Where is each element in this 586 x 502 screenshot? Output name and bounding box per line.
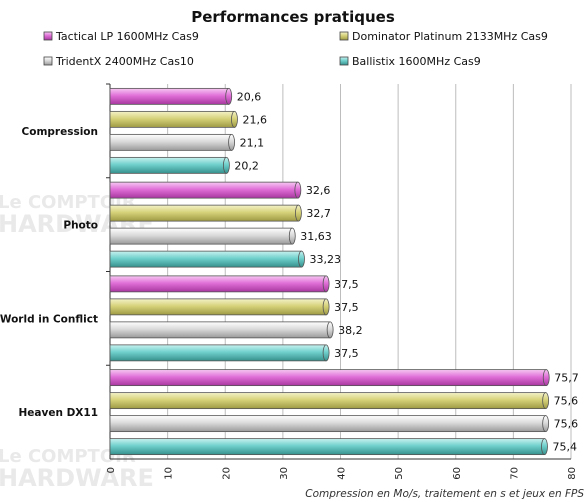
- legend-label-0: Tactical LP 1600MHz Cas9: [55, 30, 199, 43]
- bar: [109, 181, 299, 199]
- data-label: 33,23: [309, 253, 341, 266]
- data-label: 37,5: [334, 278, 359, 291]
- legend: Tactical LP 1600MHz Cas9 Dominator Plati…: [43, 30, 548, 68]
- data-label: 37,5: [334, 347, 359, 360]
- bar-end-cap: [326, 321, 334, 339]
- data-label: 20,2: [234, 159, 259, 172]
- bar-end-cap: [322, 275, 330, 293]
- bar: [109, 250, 302, 268]
- watermark-line1-b: Le COMPTOIR: [0, 446, 136, 467]
- bar: [109, 275, 327, 293]
- bar-end-cap: [223, 156, 230, 174]
- data-label: 32,6: [306, 184, 331, 197]
- bar-end-cap: [228, 133, 235, 151]
- data-label: 75,6: [554, 395, 579, 408]
- x-tick-label: 40: [337, 467, 348, 480]
- legend-label-2: TridentX 2400MHz Cas10: [55, 55, 194, 68]
- x-tick-label: 0: [106, 467, 117, 473]
- bar: [109, 204, 299, 222]
- bar-end-cap: [294, 181, 302, 199]
- bar: [109, 110, 235, 128]
- bar-end-cap: [322, 344, 330, 362]
- bar-end-cap: [298, 250, 305, 268]
- data-label: 75,7: [554, 372, 579, 385]
- x-tick-label: 80: [567, 467, 578, 480]
- legend-label-1: Dominator Platinum 2133MHz Cas9: [352, 30, 548, 43]
- bar-end-cap: [542, 415, 550, 433]
- bar-end-cap: [322, 298, 330, 316]
- bar-end-cap: [295, 204, 302, 222]
- bar: [109, 87, 230, 105]
- x-axis-label: Compression en Mo/s, traitement en s et …: [305, 488, 584, 500]
- legend-label-3: Ballistix 1600MHz Cas9: [352, 55, 481, 68]
- watermark-line1: Le COMPTOIR: [0, 192, 136, 213]
- bar: [109, 156, 227, 174]
- data-label: 75,4: [552, 441, 577, 454]
- data-label: 75,6: [554, 418, 579, 431]
- bar-end-cap: [542, 369, 550, 387]
- x-tick-label: 30: [279, 467, 290, 480]
- category-label: Compression: [22, 126, 98, 138]
- legend-swatch-1: [339, 31, 349, 41]
- bar-end-cap: [231, 110, 238, 128]
- data-label: 20,6: [237, 90, 262, 103]
- legend-swatch-2: [43, 56, 53, 66]
- bar-end-cap: [225, 87, 233, 105]
- x-tick-label: 50: [394, 467, 405, 480]
- bar: [109, 321, 331, 339]
- bar-end-cap: [542, 392, 550, 410]
- category-label: World in Conflict: [0, 313, 98, 325]
- legend-swatch-3: [339, 56, 349, 66]
- data-label: 31,63: [300, 230, 332, 243]
- bar: [109, 344, 327, 362]
- chart-title: Performances pratiques: [191, 8, 395, 26]
- watermark-line3-b: HARDWARE: [0, 464, 154, 492]
- data-label: 21,1: [240, 136, 265, 149]
- bar: [109, 298, 327, 316]
- x-tick-label: 70: [509, 467, 520, 480]
- bar: [109, 415, 547, 433]
- plot-area: 0 10 20 30 40 50 60 70 80 Compression 20,6 21,6 21,1…: [0, 83, 579, 480]
- x-tick-label: 10: [164, 467, 175, 480]
- category-label: Heaven DX11: [18, 407, 98, 419]
- data-label: 37,5: [334, 301, 359, 314]
- x-tick-label: 60: [452, 467, 463, 480]
- legend-swatch-0: [43, 31, 53, 41]
- bar: [109, 369, 547, 387]
- bar: [109, 133, 232, 151]
- bar: [109, 227, 293, 245]
- category-label: Photo: [63, 220, 98, 232]
- data-label: 32,7: [306, 207, 331, 220]
- bar: [109, 438, 545, 456]
- bar: [109, 392, 547, 410]
- data-label: 38,2: [338, 324, 363, 337]
- bar-end-cap: [541, 438, 548, 456]
- x-tick-label: 20: [221, 467, 232, 480]
- bar-end-cap: [288, 227, 296, 245]
- data-label: 21,6: [242, 113, 267, 126]
